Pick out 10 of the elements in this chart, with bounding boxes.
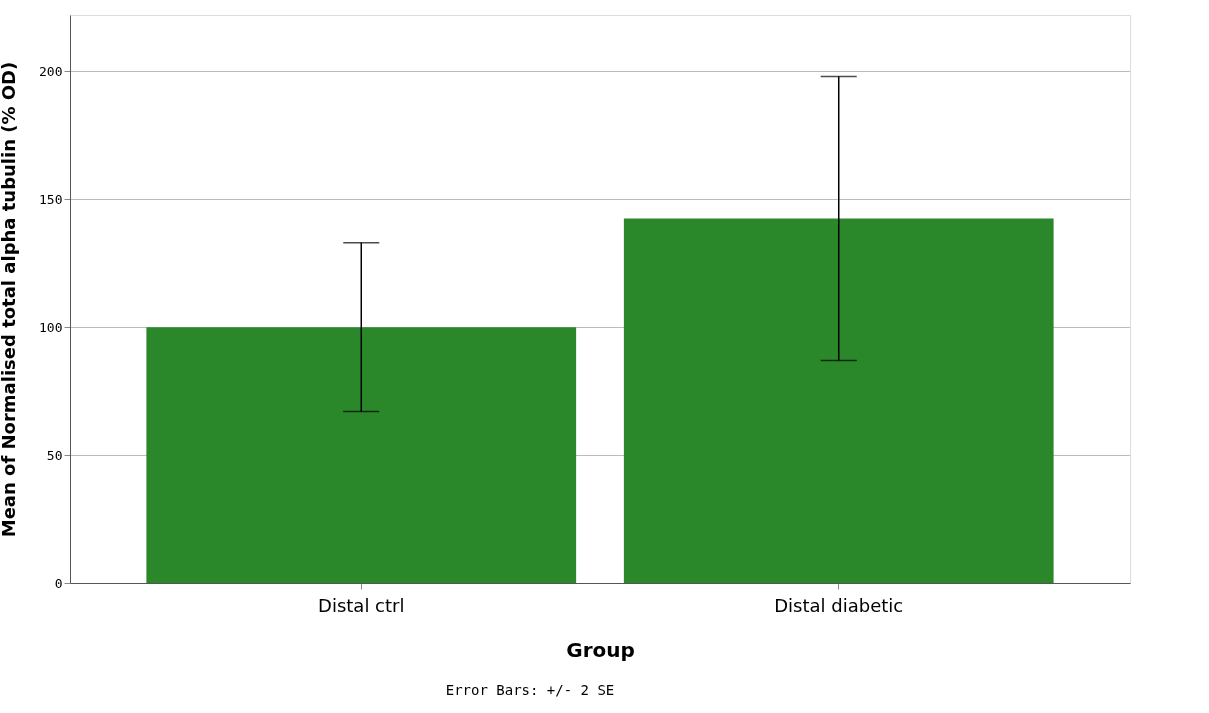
text: Error Bars: +/- 2 SE bbox=[445, 682, 615, 698]
y-tick-label: 150 bbox=[39, 191, 63, 207]
x-tick-label: Distal diabetic bbox=[774, 594, 904, 616]
y-tick-label: 100 bbox=[39, 319, 63, 335]
x-axis-title: Group bbox=[566, 637, 635, 662]
y-tick-label: 0 bbox=[54, 575, 63, 591]
y-tick-label: 200 bbox=[39, 63, 63, 79]
y-axis-title: Mean of Normalised total alpha tubulin (% OD) bbox=[0, 61, 20, 538]
y-tick-label: 50 bbox=[46, 447, 63, 463]
x-tick-label: Distal ctrl bbox=[318, 594, 405, 616]
